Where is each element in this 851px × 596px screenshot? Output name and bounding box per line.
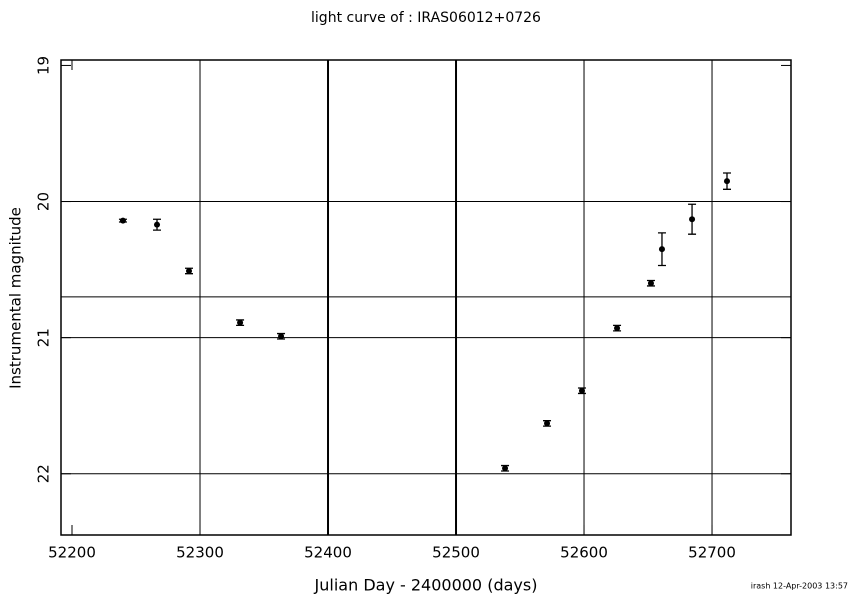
chart-title: light curve of : IRAS06012+0726: [311, 10, 541, 26]
x-tick-label: 52200: [48, 544, 96, 562]
data-point: [578, 387, 585, 394]
data-point: [614, 325, 621, 332]
y-tick-label: 22: [35, 464, 53, 483]
x-tick-label: 52500: [432, 544, 480, 562]
x-tick-label: 52400: [304, 544, 352, 562]
data-point: [237, 319, 244, 326]
data-point: [544, 420, 551, 427]
data-point: [647, 280, 654, 287]
y-axis-label: Instrumental magnitude: [7, 207, 25, 389]
data-point: [186, 267, 193, 274]
y-tick-label: 20: [35, 192, 53, 211]
data-point: [119, 217, 126, 224]
data-point: [658, 246, 665, 253]
y-tick-label: 21: [35, 328, 53, 347]
x-axis-label: Julian Day - 2400000 (days): [314, 576, 538, 595]
x-tick-label: 52700: [688, 544, 736, 562]
x-tick-label: 52600: [560, 544, 608, 562]
data-point: [502, 465, 509, 472]
data-point: [723, 178, 730, 185]
x-tick-label: 52300: [176, 544, 224, 562]
footer: irash 12-Apr-2003 13:57: [751, 582, 848, 591]
y-tick-label: 19: [35, 56, 53, 75]
data-point: [154, 221, 161, 228]
data-point: [689, 216, 696, 223]
data-point: [278, 333, 285, 340]
plot-frame: [60, 59, 792, 536]
